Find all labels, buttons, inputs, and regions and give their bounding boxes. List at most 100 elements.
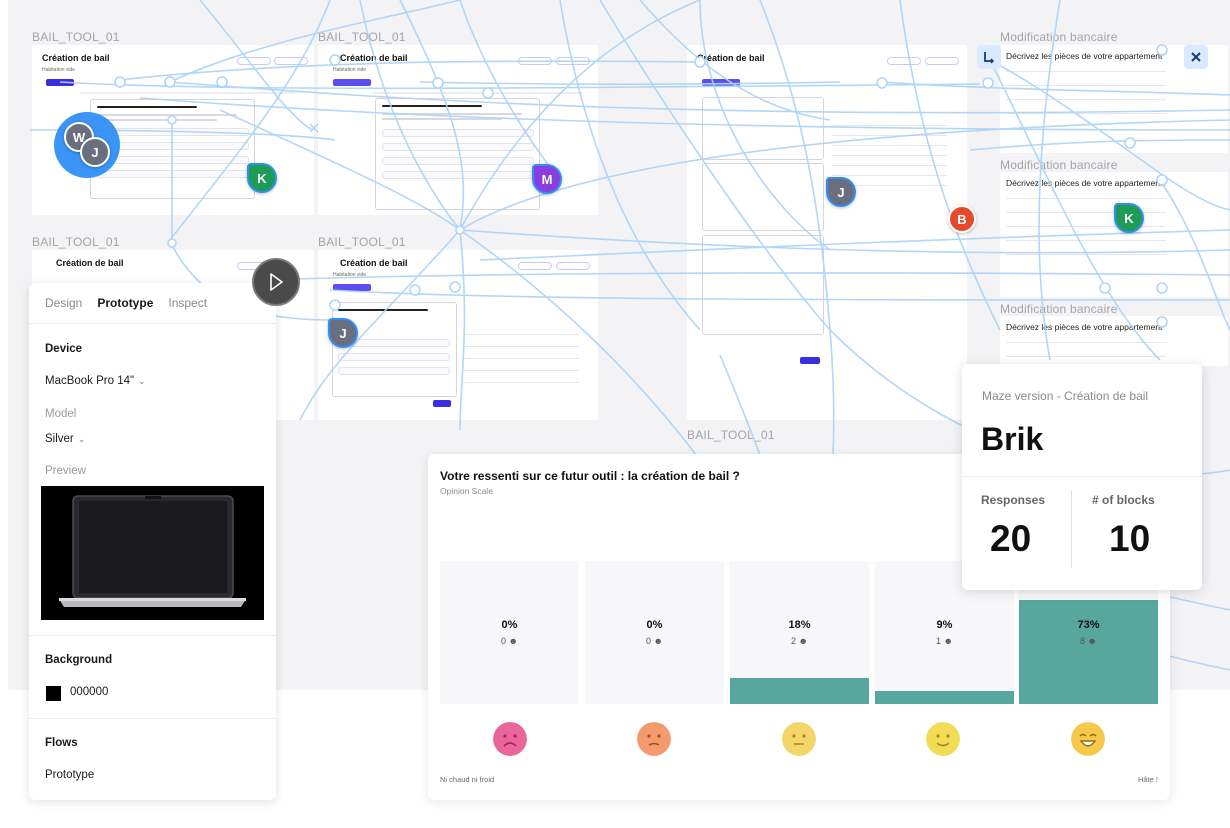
bar-fill bbox=[875, 691, 1014, 704]
background-hex[interactable]: 000000 bbox=[70, 686, 109, 698]
collaborator-avatar[interactable]: B bbox=[948, 205, 976, 233]
frame-title: Création de bail bbox=[697, 53, 765, 63]
screen-frame[interactable]: Création de bail Habitation vide bbox=[318, 250, 598, 420]
mini-progress bbox=[80, 92, 295, 94]
mini-button bbox=[887, 57, 921, 65]
bar-count: 2 ☻ bbox=[790, 636, 808, 646]
bar-count: 8 ☻ bbox=[1079, 636, 1097, 646]
bar-count: 0 ☻ bbox=[645, 636, 663, 646]
collaborator-avatar[interactable]: J bbox=[826, 177, 856, 207]
frame-subtitle: Habitation vide bbox=[333, 67, 367, 73]
frame-label: BAIL_TOOL_01 bbox=[32, 235, 120, 249]
close-icon[interactable] bbox=[1184, 45, 1208, 69]
very-sad-face-icon bbox=[493, 722, 527, 756]
blocks-label: # of blocks bbox=[1092, 493, 1155, 507]
frame-label: BAIL_TOOL_01 bbox=[318, 235, 406, 249]
mini-card bbox=[702, 235, 824, 335]
device-value: MacBook Pro 14" bbox=[45, 375, 135, 387]
scale-low-label: Ni chaud ni froid bbox=[440, 775, 495, 784]
collaborator-avatar[interactable]: M bbox=[532, 164, 562, 194]
bar-fill bbox=[730, 678, 869, 704]
mini-card bbox=[375, 98, 540, 210]
collaborator-avatar[interactable]: K bbox=[247, 163, 277, 193]
mini-primary-button bbox=[800, 357, 820, 364]
frame-label: Modification bancaire bbox=[1000, 158, 1118, 172]
tab-prototype[interactable]: Prototype bbox=[97, 296, 154, 310]
tab-inspect[interactable]: Inspect bbox=[168, 296, 208, 310]
preview-label: Preview bbox=[45, 465, 86, 477]
chevron-down-icon: ⌄ bbox=[138, 376, 146, 386]
frame-label: BAIL_TOOL_01 bbox=[318, 30, 406, 44]
tab-design[interactable]: Design bbox=[45, 296, 83, 310]
frame-label: Modification bancaire bbox=[1000, 302, 1118, 316]
mini-card bbox=[702, 163, 824, 231]
question-type: Opinion Scale bbox=[440, 486, 493, 496]
frame-label: BAIL_TOOL_01 bbox=[687, 428, 775, 442]
mini-button bbox=[518, 57, 552, 65]
blocks-value: 10 bbox=[1109, 518, 1151, 559]
chevron-down-icon: ⌄ bbox=[77, 434, 86, 444]
question-title: Votre ressenti sur ce futur outil : la c… bbox=[440, 469, 740, 483]
users-icon: ☻ bbox=[653, 636, 663, 646]
mini-primary-button bbox=[702, 79, 740, 86]
mini-button bbox=[274, 57, 308, 65]
panel-tabs: Design Prototype Inspect bbox=[45, 296, 207, 310]
mini-primary-button bbox=[333, 79, 371, 86]
maze-version: Maze version - Création de bail bbox=[982, 389, 1149, 403]
collaborator-avatar[interactable]: J bbox=[80, 137, 110, 167]
play-button[interactable] bbox=[252, 258, 300, 306]
model-value: Silver bbox=[45, 433, 74, 445]
flows-heading: Flows bbox=[45, 737, 78, 749]
scale-bar: 0% 0 ☻ bbox=[585, 561, 724, 704]
mini-primary-button bbox=[433, 400, 451, 407]
neutral-face-icon bbox=[782, 722, 816, 756]
happy-face-icon bbox=[1071, 722, 1105, 756]
frame-label: Modification bancaire bbox=[1000, 30, 1118, 44]
background-swatch[interactable] bbox=[46, 686, 61, 701]
responses-value: 20 bbox=[990, 518, 1032, 559]
bar-percent: 0% bbox=[646, 619, 663, 631]
mini-button bbox=[925, 57, 959, 65]
scale-bar: 0% 0 ☻ bbox=[440, 561, 579, 704]
flow-item[interactable]: Prototype bbox=[45, 769, 95, 781]
modif-title: Décrivez les pièces de votre appartement bbox=[1006, 51, 1163, 61]
frame-label: BAIL_TOOL_01 bbox=[32, 30, 120, 44]
model-label: Model bbox=[45, 408, 77, 420]
users-icon: ☻ bbox=[943, 636, 953, 646]
collaborator-avatar[interactable]: J bbox=[328, 318, 358, 348]
play-icon bbox=[270, 273, 283, 291]
maze-summary-card: Maze version - Création de bail Brik Res… bbox=[962, 364, 1202, 590]
bar-count: 1 ☻ bbox=[935, 636, 953, 646]
bar-percent: 9% bbox=[936, 619, 953, 631]
users-icon: ☻ bbox=[1087, 636, 1097, 646]
device-heading: Device bbox=[45, 343, 83, 355]
bar-count: 0 ☻ bbox=[500, 636, 518, 646]
scale-bar: 18% 2 ☻ bbox=[730, 561, 869, 704]
frame-subtitle: Habitation vide bbox=[333, 272, 367, 278]
mini-primary-button bbox=[333, 284, 371, 291]
model-select[interactable]: Silver ⌄ bbox=[45, 433, 85, 445]
mini-primary-button bbox=[46, 79, 74, 86]
sad-face-icon bbox=[637, 722, 671, 756]
frame-title: Création de bail bbox=[340, 258, 408, 268]
collaborator-avatar[interactable]: K bbox=[1114, 203, 1144, 233]
device-select[interactable]: MacBook Pro 14" ⌄ bbox=[45, 375, 146, 387]
modif-frame[interactable]: Décrivez les pièces de votre appartement bbox=[1000, 316, 1228, 366]
mini-button bbox=[556, 57, 590, 65]
bar-percent: 73% bbox=[1077, 619, 1100, 631]
responses-label: Responses bbox=[981, 493, 1046, 507]
frame-subtitle: Habitation vide bbox=[42, 67, 76, 73]
users-icon: ☻ bbox=[798, 636, 808, 646]
maze-name: Brik bbox=[981, 421, 1044, 457]
restart-icon[interactable] bbox=[977, 45, 1001, 69]
screen-frame[interactable]: Création de bail bbox=[687, 45, 967, 420]
modif-frame[interactable]: Décrivez les pièces de votre appartement bbox=[1000, 172, 1228, 297]
frame-title: Création de bail bbox=[56, 258, 124, 268]
prototype-panel: Design Prototype Inspect Device MacBook … bbox=[29, 283, 276, 800]
bar-percent: 18% bbox=[788, 619, 811, 631]
modif-title: Décrivez les pièces de votre appartement bbox=[1006, 322, 1163, 332]
modif-title: Décrivez les pièces de votre appartement bbox=[1006, 178, 1163, 188]
mini-button bbox=[518, 262, 552, 270]
frame-title: Création de bail bbox=[340, 53, 408, 63]
